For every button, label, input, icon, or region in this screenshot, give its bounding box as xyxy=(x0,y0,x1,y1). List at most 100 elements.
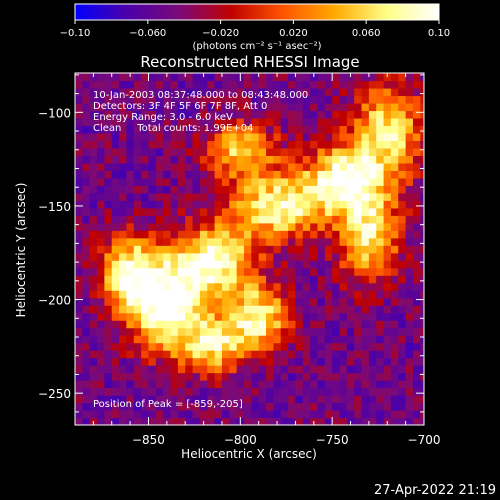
heatmap-cell xyxy=(295,80,304,89)
heatmap-cell xyxy=(420,237,424,246)
heatmap-cell xyxy=(229,260,238,269)
heatmap-cell xyxy=(155,192,164,201)
heatmap-cell xyxy=(376,380,385,389)
heatmap-cell xyxy=(192,282,201,291)
heatmap-cell xyxy=(119,410,128,419)
heatmap-cell xyxy=(420,282,424,291)
heatmap-cell xyxy=(273,110,282,119)
heatmap-cell xyxy=(412,87,421,97)
heatmap-cell xyxy=(251,237,260,246)
heatmap-cell xyxy=(266,155,274,164)
heatmap-cell xyxy=(75,395,83,404)
heatmap-cell xyxy=(177,230,186,239)
heatmap-cell xyxy=(383,260,392,269)
heatmap-cell xyxy=(155,140,164,149)
heatmap-cell xyxy=(288,282,297,291)
heatmap-cell xyxy=(104,252,113,261)
heatmap-cell xyxy=(398,185,407,194)
heatmap-cell xyxy=(177,282,186,291)
heatmap-cell xyxy=(361,132,370,141)
heatmap-cell xyxy=(354,237,363,246)
heatmap-cell xyxy=(398,417,407,425)
heatmap-cell xyxy=(346,387,355,396)
heatmap-cell xyxy=(258,170,267,179)
heatmap-cell xyxy=(390,215,399,224)
heatmap-cell xyxy=(361,327,370,336)
heatmap-cell xyxy=(398,252,407,261)
heatmap-cell xyxy=(376,395,385,404)
heatmap-cell xyxy=(97,260,105,269)
heatmap-cell xyxy=(243,312,252,321)
heatmap-cell xyxy=(317,357,326,366)
heatmap-cell xyxy=(339,87,348,97)
heatmap-cell xyxy=(221,200,230,209)
heatmap-cell xyxy=(412,305,421,314)
heatmap-cell xyxy=(185,192,194,201)
heatmap-cell xyxy=(163,387,172,396)
heatmap-cell xyxy=(251,387,260,396)
heatmap-cell xyxy=(302,402,311,411)
heatmap-cell xyxy=(214,102,223,112)
heatmap-cell xyxy=(398,73,407,82)
heatmap-cell xyxy=(89,170,98,179)
heatmap-cell xyxy=(75,162,83,171)
heatmap-cell xyxy=(170,200,179,209)
heatmap-cell xyxy=(302,237,311,246)
heatmap-cell xyxy=(361,402,370,411)
heatmap-cell xyxy=(133,297,142,306)
heatmap-cell xyxy=(155,117,164,127)
heatmap-cell xyxy=(141,402,150,411)
heatmap-cell xyxy=(295,357,304,366)
heatmap-cell xyxy=(368,125,377,134)
heatmap-cell xyxy=(368,402,377,411)
heatmap-cell xyxy=(420,110,424,119)
heatmap-cell xyxy=(119,320,128,329)
heatmap-cell xyxy=(111,140,120,149)
heatmap-cell xyxy=(155,170,164,179)
heatmap-cell xyxy=(75,380,83,389)
heatmap-cell xyxy=(126,125,135,134)
heatmap-cell xyxy=(82,417,91,425)
heatmap-cell xyxy=(177,387,186,396)
heatmap-cell xyxy=(405,387,414,396)
heatmap-cell xyxy=(398,275,407,284)
heatmap-cell xyxy=(273,125,282,134)
annotation-detectors: Detectors: 3F 4F 5F 6F 7F 8F, Att 0 xyxy=(93,101,267,112)
heatmap-cell xyxy=(170,80,179,89)
heatmap-cell xyxy=(398,395,407,404)
heatmap-cell xyxy=(273,410,282,419)
heatmap-cell xyxy=(258,245,267,254)
heatmap-cell xyxy=(376,312,385,321)
heatmap-cell xyxy=(405,327,414,336)
heatmap-cell xyxy=(170,155,179,164)
heatmap-cell xyxy=(214,290,223,299)
heatmap-cell xyxy=(243,380,252,389)
heatmap-cell xyxy=(332,267,341,276)
heatmap-cell xyxy=(368,335,377,344)
heatmap-cell xyxy=(280,207,289,216)
heatmap-cell xyxy=(236,170,245,179)
heatmap-cell xyxy=(192,290,201,299)
heatmap-cell xyxy=(346,410,355,419)
heatmap-cell xyxy=(405,80,414,89)
heatmap-cell xyxy=(141,222,150,231)
heatmap-cell xyxy=(229,117,238,127)
heatmap-cell xyxy=(229,320,238,329)
heatmap-cell xyxy=(346,275,355,284)
colorbar-units-label: (photons cm⁻² s⁻¹ asec⁻²) xyxy=(192,41,321,52)
heatmap-cell xyxy=(310,140,319,149)
heatmap-cell xyxy=(346,207,355,216)
heatmap-cell xyxy=(133,312,142,321)
heatmap-cell xyxy=(412,387,421,396)
heatmap-cell xyxy=(236,342,245,351)
heatmap-cell xyxy=(111,110,120,119)
heatmap-cell xyxy=(207,357,216,366)
heatmap-cell xyxy=(339,365,348,374)
heatmap-cell xyxy=(317,162,326,171)
heatmap-cell xyxy=(280,335,289,344)
heatmap-cell xyxy=(141,192,150,201)
heatmap-cell xyxy=(155,177,164,186)
heatmap-cell xyxy=(354,252,363,261)
heatmap-cell xyxy=(119,380,128,389)
heatmap-cell xyxy=(229,140,238,149)
